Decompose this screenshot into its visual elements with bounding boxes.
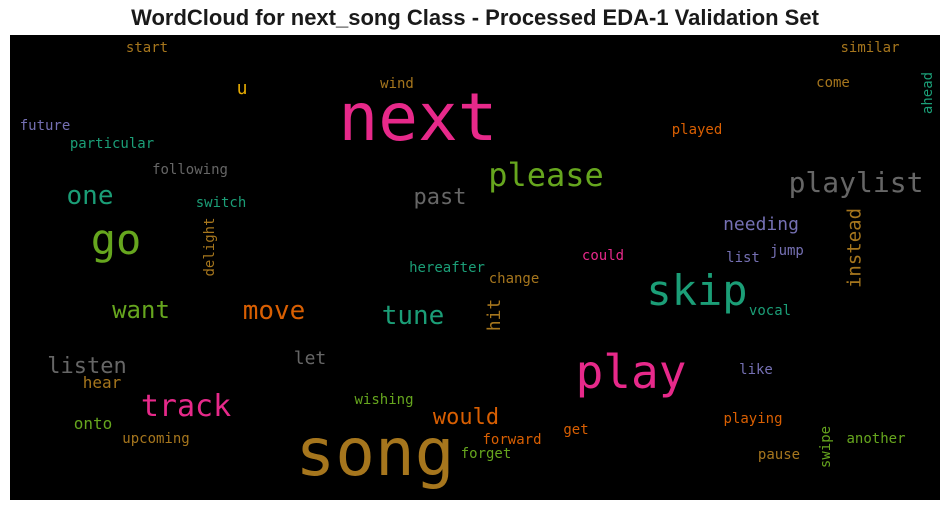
word-come: come — [816, 75, 850, 91]
word-past: past — [413, 185, 467, 210]
word-pause: pause — [757, 447, 801, 463]
word-instead: instead — [843, 207, 866, 289]
word-delight: delight — [202, 217, 218, 277]
word-wind: wind — [380, 76, 414, 92]
word-want: want — [112, 296, 170, 324]
word-let: let — [293, 348, 327, 369]
word-track: track — [140, 389, 232, 424]
word-get: get — [563, 422, 589, 438]
word-playlist: playlist — [788, 166, 924, 199]
word-could: could — [581, 248, 625, 264]
word-start: start — [125, 40, 169, 56]
word-jump: jump — [770, 243, 804, 259]
word-hit: hit — [484, 298, 505, 332]
word-please: please — [488, 156, 604, 194]
word-one: one — [66, 181, 114, 211]
chart-title: WordCloud for next_song Class - Processe… — [131, 5, 819, 30]
word-playing: playing — [723, 411, 783, 427]
word-play: play — [575, 345, 687, 399]
word-particular: particular — [69, 136, 155, 152]
word-another: another — [846, 431, 906, 447]
word-future: future — [19, 118, 71, 134]
word-ahead: ahead — [920, 71, 936, 115]
word-swipe: swipe — [818, 425, 834, 469]
word-listen: listen — [47, 354, 127, 379]
word-forget: forget — [460, 446, 512, 462]
word-wishing: wishing — [354, 392, 414, 408]
word-move: move — [242, 296, 306, 326]
word-song: song — [295, 414, 455, 491]
word-skip: skip — [646, 266, 748, 315]
word-tune: tune — [381, 301, 445, 331]
word-u: u — [236, 78, 248, 99]
word-like: like — [739, 362, 773, 378]
word-following: following — [152, 162, 228, 178]
word-change: change — [488, 271, 540, 287]
word-hear: hear — [82, 373, 122, 392]
word-played: played — [671, 122, 723, 138]
word-next: next — [338, 79, 498, 156]
word-hereafter: hereafter — [409, 260, 485, 276]
word-would: would — [432, 405, 500, 430]
word-vocal: vocal — [748, 303, 792, 319]
word-forward: forward — [482, 432, 542, 448]
word-list: list — [726, 250, 760, 266]
wordcloud-canvas: next song play skip go please playlist track one… — [10, 35, 940, 500]
word-go: go — [90, 215, 142, 264]
word-onto: onto — [73, 414, 113, 433]
word-switch: switch — [195, 195, 247, 211]
word-similar: similar — [840, 40, 900, 56]
word-needing: needing — [723, 214, 799, 235]
word-upcoming: upcoming — [122, 431, 190, 447]
